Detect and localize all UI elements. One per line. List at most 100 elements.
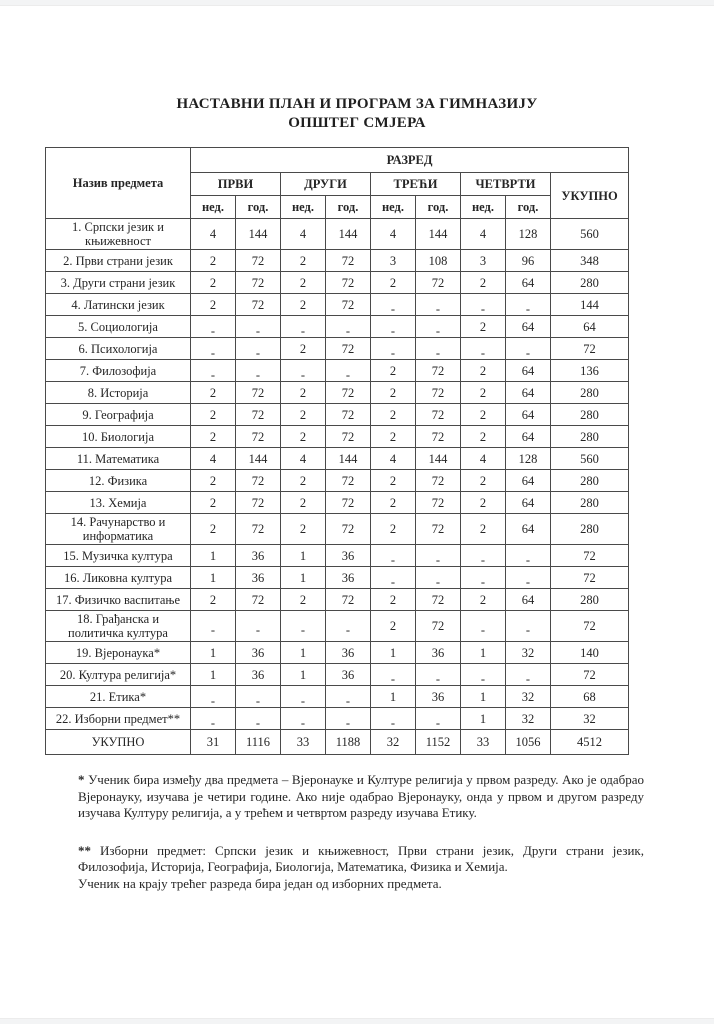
- row-total-cell: 280: [549, 381, 630, 404]
- hours-cell: 2: [370, 588, 416, 611]
- hours-cell: 2: [190, 491, 236, 514]
- no-hours-dash: -: [300, 323, 306, 338]
- hours-cell: 72: [415, 610, 461, 642]
- hours-cell: -: [325, 359, 371, 382]
- column-header-grade-third: ТРЕЋИ: [370, 172, 461, 196]
- hours-cell: -: [235, 359, 281, 382]
- no-hours-dash: -: [480, 552, 486, 567]
- hours-cell: 36: [325, 566, 371, 589]
- hours-cell: 96: [505, 249, 551, 272]
- hours-cell: 4: [190, 218, 236, 250]
- row-total-cell: 72: [549, 566, 630, 589]
- subject-name-cell: 12. Физика: [45, 469, 191, 492]
- hours-cell: 1: [280, 566, 326, 589]
- hours-cell: -: [370, 337, 416, 360]
- hours-cell: -: [415, 566, 461, 589]
- hours-cell: 144: [325, 218, 371, 250]
- column-header-weekly: нед.: [280, 195, 326, 219]
- no-hours-dash: -: [525, 301, 531, 316]
- hours-cell: 144: [235, 218, 281, 250]
- hours-cell: 72: [235, 381, 281, 404]
- hours-cell: 4: [460, 447, 506, 470]
- no-hours-dash: -: [210, 345, 216, 360]
- no-hours-dash: -: [210, 367, 216, 382]
- hours-cell: 72: [415, 359, 461, 382]
- hours-cell: 72: [325, 425, 371, 448]
- page-bottom-edge: [0, 1018, 714, 1024]
- subject-row: 6. Психологија - -2 72- - - -72: [45, 337, 630, 360]
- hours-cell: 1: [460, 707, 506, 730]
- subject-row: 17. Физичко васпитање 2 72 2 72 2 72 2 64 280: [45, 588, 630, 611]
- no-hours-dash: -: [525, 574, 531, 589]
- hours-cell: 4: [280, 218, 326, 250]
- no-hours-dash: -: [345, 323, 351, 338]
- no-hours-dash: -: [255, 323, 261, 338]
- subject-name-cell: 7. Филозофија: [45, 359, 191, 382]
- hours-cell: 36: [325, 663, 371, 686]
- footnote-elective-subject: ** Изборни предмет: Српски језик и књиже…: [78, 843, 644, 893]
- hours-cell: 64: [505, 425, 551, 448]
- hours-cell: 64: [505, 381, 551, 404]
- hours-cell: 2: [280, 425, 326, 448]
- hours-cell: -: [190, 610, 236, 642]
- hours-cell: -: [460, 337, 506, 360]
- hours-cell: 144: [415, 218, 461, 250]
- hours-cell: 72: [325, 403, 371, 426]
- hours-cell: 36: [415, 641, 461, 664]
- subject-row: 7. Филозофија - - - -2 72 2 64 136: [45, 359, 630, 382]
- no-hours-dash: -: [210, 623, 216, 637]
- row-total-cell: 72: [549, 610, 630, 642]
- subject-name-cell: 1. Српски језик и књижевност: [45, 218, 191, 250]
- no-hours-dash: -: [300, 367, 306, 382]
- no-hours-dash: -: [435, 301, 441, 316]
- subject-name-cell: 19. Вјеронаука*: [45, 641, 191, 664]
- grand-total-hours-cell: 1152: [415, 729, 461, 755]
- hours-cell: -: [280, 359, 326, 382]
- subject-row: 10. Биологија 2 72 2 72 2 72 2 64 280: [45, 425, 630, 448]
- hours-cell: 2: [370, 491, 416, 514]
- hours-cell: 1: [370, 641, 416, 664]
- hours-cell: 2: [280, 403, 326, 426]
- hours-cell: -: [280, 610, 326, 642]
- subject-row: 20. Култура религија* 1 36 1 36- - - -72: [45, 663, 630, 686]
- subject-name-cell: 5. Социологија: [45, 315, 191, 338]
- subject-name-cell: 18. Грађанска и политичка култура: [45, 610, 191, 642]
- hours-cell: 2: [190, 588, 236, 611]
- hours-cell: 2: [460, 359, 506, 382]
- grand-total-hours-cell: 1056: [505, 729, 551, 755]
- hours-cell: 2: [190, 293, 236, 316]
- subject-name-cell: 11. Математика: [45, 447, 191, 470]
- subject-name-cell: 4. Латински језик: [45, 293, 191, 316]
- grand-total-label-cell: УКУПНО: [45, 729, 191, 755]
- hours-cell: 64: [505, 588, 551, 611]
- no-hours-dash: -: [435, 345, 441, 360]
- row-total-cell: 560: [549, 447, 630, 470]
- subject-name-cell: 10. Биологија: [45, 425, 191, 448]
- hours-cell: -: [280, 707, 326, 730]
- column-header-grade-first: ПРВИ: [190, 172, 281, 196]
- hours-cell: -: [460, 544, 506, 567]
- row-total-cell: 68: [549, 685, 630, 708]
- row-total-cell: 144: [549, 293, 630, 316]
- hours-cell: 2: [370, 425, 416, 448]
- subject-row: 12. Физика 2 72 2 72 2 72 2 64 280: [45, 469, 630, 492]
- column-header-weekly: нед.: [460, 195, 506, 219]
- hours-cell: 32: [505, 641, 551, 664]
- hours-cell: 64: [505, 469, 551, 492]
- subject-name-cell: 9. Географија: [45, 403, 191, 426]
- hours-cell: -: [325, 315, 371, 338]
- hours-cell: 144: [325, 447, 371, 470]
- hours-cell: 36: [235, 641, 281, 664]
- hours-cell: 72: [235, 469, 281, 492]
- column-header-grade: РАЗРЕД: [189, 147, 630, 173]
- hours-cell: 2: [370, 381, 416, 404]
- row-total-cell: 348: [549, 249, 630, 272]
- hours-cell: 2: [280, 337, 326, 360]
- hours-cell: 3: [370, 249, 416, 272]
- no-hours-dash: -: [345, 623, 351, 637]
- no-hours-dash: -: [390, 345, 396, 360]
- subject-row: 2. Први страни језик 2 72 2 72 3 108 3 96 348: [45, 249, 630, 272]
- hours-cell: 2: [460, 271, 506, 294]
- column-header-yearly: год.: [235, 195, 281, 219]
